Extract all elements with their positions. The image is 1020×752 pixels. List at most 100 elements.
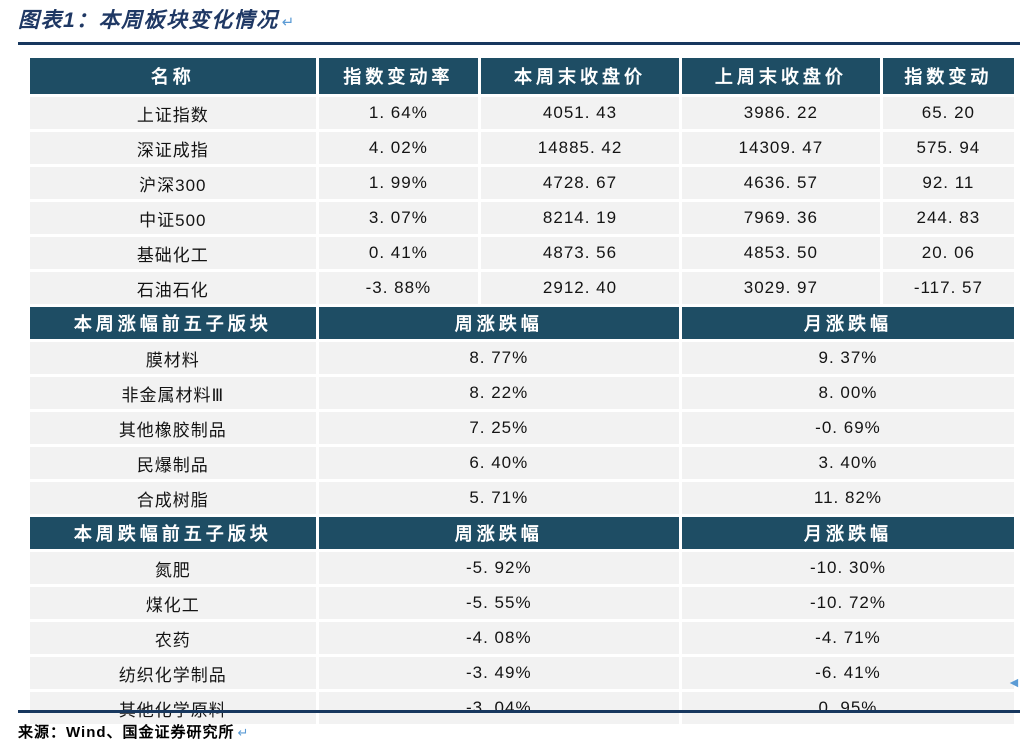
cell-change-rate: 0. 41%	[318, 237, 479, 269]
cell-this-week-close: 4728. 67	[481, 167, 679, 199]
cell-change-rate: 4. 02%	[318, 132, 479, 164]
cell-this-week-close: 8214. 19	[481, 202, 679, 234]
col-header-name: 名称	[30, 58, 316, 94]
cell-last-week-close: 4853. 50	[681, 237, 880, 269]
cell-name: 中证500	[30, 202, 316, 234]
source-note: 来源：Wind、国金证券研究所 ↵	[18, 721, 249, 742]
main-header-row: 名称 指数变动率 本周末收盘价 上周末收盘价 指数变动	[30, 58, 1014, 94]
table-row: 上证指数 1. 64% 4051. 43 3986. 22 65. 20	[30, 97, 1014, 129]
cell-week-change: -5. 55%	[318, 587, 679, 619]
cell-name: 沪深300	[30, 167, 316, 199]
cell-last-week-close: 3986. 22	[681, 97, 880, 129]
cell-month-change: -6. 41%	[681, 657, 1014, 689]
table-row: 非金属材料Ⅲ 8. 22% 8. 00%	[30, 377, 1014, 409]
footer-divider	[18, 710, 1020, 713]
cell-change-rate: 3. 07%	[318, 202, 479, 234]
cell-month-change: 0. 95%	[681, 692, 1014, 724]
cell-sector: 其他化学原料	[30, 692, 316, 724]
cell-last-week-close: 3029. 97	[681, 272, 880, 304]
table-row: 纺织化学制品 -3. 49% -6. 41%	[30, 657, 1014, 689]
cell-change-rate: 1. 64%	[318, 97, 479, 129]
col-header-week-change: 周涨跌幅	[318, 517, 679, 549]
cell-week-change: -3. 49%	[318, 657, 679, 689]
table-row: 其他化学原料 -3. 04% 0. 95%	[30, 692, 1014, 724]
cell-week-change: -4. 08%	[318, 622, 679, 654]
gainers-section-title: 本周涨幅前五子版块	[30, 307, 316, 339]
table-row: 基础化工 0. 41% 4873. 56 4853. 50 20. 06	[30, 237, 1014, 269]
col-header-index-change: 指数变动	[882, 58, 1014, 94]
cell-sector: 氮肥	[30, 552, 316, 584]
cell-index-change: 20. 06	[882, 237, 1014, 269]
table-row: 沪深300 1. 99% 4728. 67 4636. 57 92. 11	[30, 167, 1014, 199]
col-header-last-week-close: 上周末收盘价	[681, 58, 880, 94]
cell-index-change: 244. 83	[882, 202, 1014, 234]
col-header-this-week-close: 本周末收盘价	[481, 58, 679, 94]
col-header-change-rate: 指数变动率	[318, 58, 479, 94]
cell-month-change: 3. 40%	[681, 447, 1014, 479]
title-divider	[18, 42, 1020, 45]
cell-week-change: -5. 92%	[318, 552, 679, 584]
cell-week-change: 8. 22%	[318, 377, 679, 409]
cell-index-change: 575. 94	[882, 132, 1014, 164]
cell-this-week-close: 4051. 43	[481, 97, 679, 129]
cell-last-week-close: 7969. 36	[681, 202, 880, 234]
cell-name: 深证成指	[30, 132, 316, 164]
cell-sector: 其他橡胶制品	[30, 412, 316, 444]
cell-sector: 纺织化学制品	[30, 657, 316, 689]
losers-header-row: 本周跌幅前五子版块 周涨跌幅 月涨跌幅	[30, 517, 1014, 549]
cell-last-week-close: 14309. 47	[681, 132, 880, 164]
cell-month-change: 11. 82%	[681, 482, 1014, 514]
cell-month-change: 9. 37%	[681, 342, 1014, 374]
cell-this-week-close: 2912. 40	[481, 272, 679, 304]
table-row: 其他橡胶制品 7. 25% -0. 69%	[30, 412, 1014, 444]
cell-month-change: -0. 69%	[681, 412, 1014, 444]
paragraph-return-icon: ↵	[281, 14, 296, 31]
table-row: 深证成指 4. 02% 14885. 42 14309. 47 575. 94	[30, 132, 1014, 164]
cell-sector: 非金属材料Ⅲ	[30, 377, 316, 409]
cell-index-change: 92. 11	[882, 167, 1014, 199]
paragraph-return-icon: ↵	[237, 725, 250, 740]
cell-sector: 煤化工	[30, 587, 316, 619]
table-row: 合成树脂 5. 71% 11. 82%	[30, 482, 1014, 514]
cell-sector: 农药	[30, 622, 316, 654]
cell-this-week-close: 4873. 56	[481, 237, 679, 269]
losers-section-title: 本周跌幅前五子版块	[30, 517, 316, 549]
table-row: 氮肥 -5. 92% -10. 30%	[30, 552, 1014, 584]
table-row: 民爆制品 6. 40% 3. 40%	[30, 447, 1014, 479]
cell-week-change: 8. 77%	[318, 342, 679, 374]
cell-last-week-close: 4636. 57	[681, 167, 880, 199]
cell-index-change: 65. 20	[882, 97, 1014, 129]
table-row: 中证500 3. 07% 8214. 19 7969. 36 244. 83	[30, 202, 1014, 234]
col-header-week-change: 周涨跌幅	[318, 307, 679, 339]
cell-this-week-close: 14885. 42	[481, 132, 679, 164]
source-text: 来源：Wind、国金证券研究所	[18, 724, 235, 741]
cell-month-change: -10. 30%	[681, 552, 1014, 584]
cell-name: 基础化工	[30, 237, 316, 269]
table-row: 石油石化 -3. 88% 2912. 40 3029. 97 -117. 57	[30, 272, 1014, 304]
col-header-month-change: 月涨跌幅	[681, 517, 1014, 549]
cell-change-rate: -3. 88%	[318, 272, 479, 304]
cell-week-change: -3. 04%	[318, 692, 679, 724]
anchor-return-icon: ◄	[1007, 674, 1020, 690]
cell-week-change: 6. 40%	[318, 447, 679, 479]
gainers-header-row: 本周涨幅前五子版块 周涨跌幅 月涨跌幅	[30, 307, 1014, 339]
table-row: 膜材料 8. 77% 9. 37%	[30, 342, 1014, 374]
figure-title-text: 图表1：本周板块变化情况	[18, 9, 279, 32]
cell-change-rate: 1. 99%	[318, 167, 479, 199]
cell-name: 上证指数	[30, 97, 316, 129]
cell-month-change: 8. 00%	[681, 377, 1014, 409]
cell-month-change: -4. 71%	[681, 622, 1014, 654]
cell-sector: 民爆制品	[30, 447, 316, 479]
figure-title: 图表1：本周板块变化情况 ↵	[18, 4, 296, 34]
cell-index-change: -117. 57	[882, 272, 1014, 304]
table-row: 农药 -4. 08% -4. 71%	[30, 622, 1014, 654]
table-row: 煤化工 -5. 55% -10. 72%	[30, 587, 1014, 619]
cell-name: 石油石化	[30, 272, 316, 304]
cell-sector: 合成树脂	[30, 482, 316, 514]
cell-sector: 膜材料	[30, 342, 316, 374]
cell-month-change: -10. 72%	[681, 587, 1014, 619]
col-header-month-change: 月涨跌幅	[681, 307, 1014, 339]
cell-week-change: 7. 25%	[318, 412, 679, 444]
cell-week-change: 5. 71%	[318, 482, 679, 514]
